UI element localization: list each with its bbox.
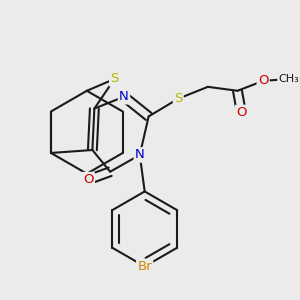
Text: S: S xyxy=(174,92,182,105)
Text: N: N xyxy=(119,90,129,103)
Text: N: N xyxy=(135,148,145,161)
Text: O: O xyxy=(236,106,247,119)
Text: O: O xyxy=(83,173,94,186)
Text: Br: Br xyxy=(137,260,152,273)
Text: O: O xyxy=(258,74,268,87)
Text: S: S xyxy=(110,72,119,86)
Text: CH₃: CH₃ xyxy=(278,74,299,84)
